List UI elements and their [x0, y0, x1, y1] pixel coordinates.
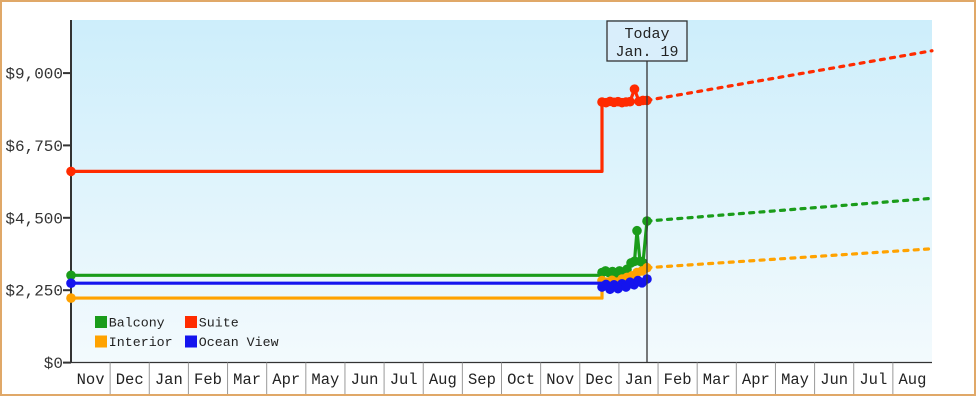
svg-text:Oct: Oct: [507, 371, 535, 389]
svg-text:Feb: Feb: [194, 371, 222, 389]
svg-text:Ocean View: Ocean View: [199, 335, 279, 350]
svg-text:Jun: Jun: [820, 371, 848, 389]
svg-text:Dec: Dec: [585, 371, 613, 389]
svg-text:Apr: Apr: [742, 371, 770, 389]
svg-text:Dec: Dec: [116, 371, 144, 389]
svg-text:Mar: Mar: [703, 371, 731, 389]
svg-text:$6,750: $6,750: [5, 138, 63, 156]
svg-text:Apr: Apr: [272, 371, 300, 389]
svg-text:Nov: Nov: [77, 371, 105, 389]
svg-text:Aug: Aug: [898, 371, 926, 389]
svg-text:Interior: Interior: [109, 335, 173, 350]
svg-text:Mar: Mar: [233, 371, 261, 389]
svg-text:$4,500: $4,500: [5, 210, 63, 228]
svg-text:Jan. 19: Jan. 19: [615, 44, 678, 61]
svg-text:Feb: Feb: [664, 371, 692, 389]
svg-text:Suite: Suite: [199, 316, 239, 331]
svg-text:$9,000: $9,000: [5, 66, 63, 84]
svg-text:Jul: Jul: [859, 371, 887, 389]
svg-text:Today: Today: [624, 26, 669, 43]
svg-text:$0: $0: [44, 355, 63, 373]
svg-text:Sep: Sep: [468, 371, 496, 389]
svg-text:May: May: [781, 371, 809, 389]
svg-text:Balcony: Balcony: [109, 316, 165, 331]
svg-text:Nov: Nov: [546, 371, 574, 389]
svg-text:May: May: [311, 371, 339, 389]
svg-text:Jul: Jul: [390, 371, 418, 389]
svg-text:Jan: Jan: [625, 371, 653, 389]
svg-text:$2,250: $2,250: [5, 283, 63, 301]
svg-text:Jun: Jun: [351, 371, 379, 389]
svg-text:Jan: Jan: [155, 371, 183, 389]
svg-text:Aug: Aug: [429, 371, 457, 389]
